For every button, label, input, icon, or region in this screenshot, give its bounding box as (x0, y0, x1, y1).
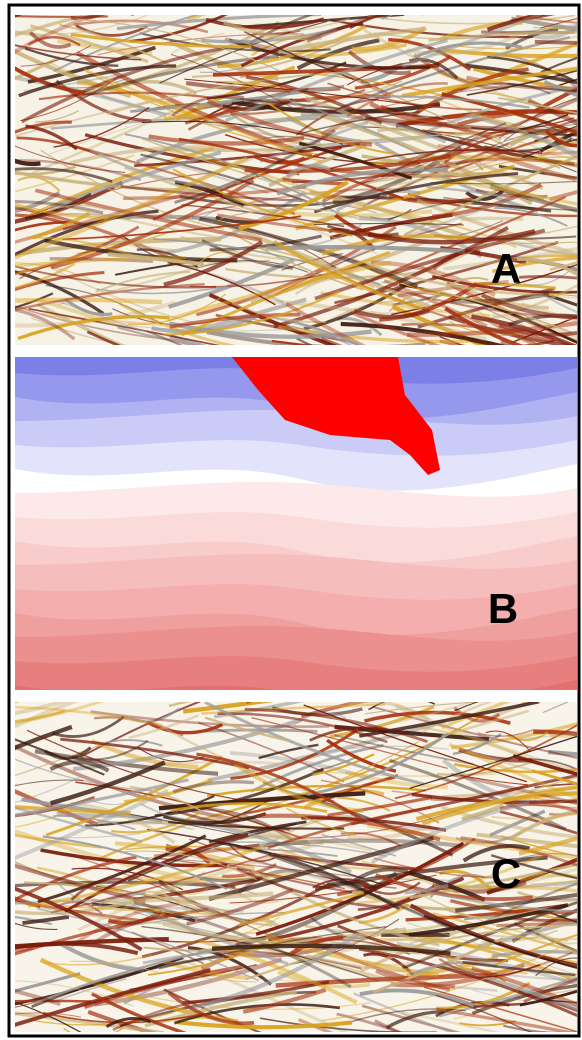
figure: A B C (0, 0, 582, 1040)
panel-b-velocity-model (15, 338, 577, 707)
panel-label: C (491, 850, 521, 897)
reflector (535, 42, 582, 44)
panel-label: B (488, 585, 518, 632)
reflector (0, 824, 3, 836)
page: A B C (() => { const data = JSON.parse(d… (0, 0, 582, 1040)
reflector (0, 236, 5, 241)
panel-label: A (491, 245, 521, 292)
